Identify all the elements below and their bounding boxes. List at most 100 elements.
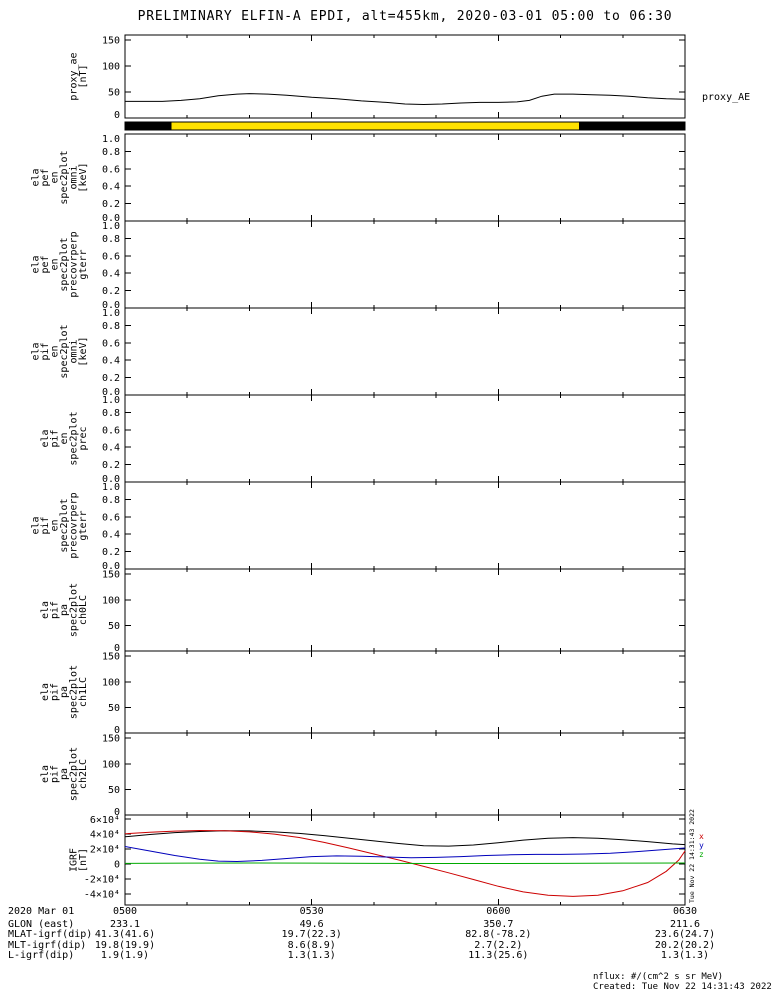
y-tick-label: 0.6 xyxy=(102,338,120,349)
y-tick-label: 100 xyxy=(102,677,120,688)
igrf-legend-x: x xyxy=(699,832,704,841)
panel-ylabel-line: precovrperp xyxy=(69,492,80,558)
y-tick-label: 0.2 xyxy=(102,286,120,297)
panel-ylabel-line: spec2plot xyxy=(59,324,70,378)
panel-ylabel-line: en xyxy=(59,432,70,444)
panel-ylabel-line: spec2plot xyxy=(69,665,80,719)
panel-ylabel-line: pa xyxy=(59,604,70,616)
y-tick-label: 0.4 xyxy=(102,182,120,193)
panel-ylabel-line: ela xyxy=(40,683,51,701)
y-tick-label: 0.4 xyxy=(102,269,120,280)
y-tick-label: 0.8 xyxy=(102,147,120,158)
panel-frame-ela_pef_en_omni xyxy=(124,133,686,222)
panel-frame-proxy_ae xyxy=(124,34,686,119)
panel-frame-ela_pef_en_precovrperp xyxy=(124,220,686,309)
panel-ylabel-line: pif xyxy=(50,601,61,619)
status-bar-outline xyxy=(124,121,686,131)
y-tick-label: 0.6 xyxy=(102,425,120,436)
y-tick-label: 0.8 xyxy=(102,321,120,332)
y-tick-label: 0 xyxy=(114,643,120,654)
series-proxy_AE xyxy=(125,93,686,106)
panel-ylabel-line: pef xyxy=(40,168,51,186)
panel-ylabel-line: gterr xyxy=(78,249,89,279)
proxy-ae-right-label: proxy_AE xyxy=(702,92,751,103)
y-tick-label: 0.2 xyxy=(102,547,120,558)
panel-ylabel-line: ela xyxy=(31,168,42,186)
series-igrf_bt xyxy=(124,830,686,847)
panel-ylabel-line: omni xyxy=(69,339,80,363)
y-tick-label: 50 xyxy=(108,88,120,99)
y-tick-label: 0.8 xyxy=(102,495,120,506)
y-tick-label: 150 xyxy=(102,734,120,745)
panel-ylabel-line: ela xyxy=(31,516,42,534)
y-tick-label: 50 xyxy=(108,785,120,796)
panel-ylabel-line: spec2plot xyxy=(59,150,70,204)
y-tick-label: -4×10⁴ xyxy=(84,889,120,900)
panel-frame-ela_pif_pa_ch2LC xyxy=(124,732,686,816)
y-tick-label: 0.0 xyxy=(102,387,120,398)
panel-ylabel-line: en xyxy=(50,258,61,270)
y-tick-label: 0.0 xyxy=(102,213,120,224)
y-tick-label: 0.2 xyxy=(102,199,120,210)
panel-ylabel-line: [keV] xyxy=(78,162,89,192)
y-tick-label: 0.4 xyxy=(102,356,120,367)
y-tick-label: 2×10⁴ xyxy=(90,844,120,855)
y-tick-label: 0 xyxy=(114,859,120,870)
y-tick-label: 1.0 xyxy=(102,134,120,145)
panel-ylabel-line: gterr xyxy=(78,510,89,540)
y-tick-label: 50 xyxy=(108,621,120,632)
y-tick-label: 0.0 xyxy=(102,561,120,572)
panel-ylabel-line: pa xyxy=(59,768,70,780)
panel-ylabel-line: [nT] xyxy=(78,64,89,88)
panel-ylabel-line: pif xyxy=(40,516,51,534)
panel-ylabel-line: pif xyxy=(50,683,61,701)
y-tick-label: 0.6 xyxy=(102,164,120,175)
series-igrf_x xyxy=(124,829,686,897)
y-tick-label: 0 xyxy=(114,110,120,121)
y-tick-label: 4×10⁴ xyxy=(90,829,120,840)
y-tick-label: 150 xyxy=(102,570,120,581)
panel-frame-ela_pif_en_precovrperp xyxy=(124,481,686,570)
y-tick-label: 0.8 xyxy=(102,234,120,245)
y-tick-label: 150 xyxy=(102,652,120,663)
y-tick-label: 6×10⁴ xyxy=(90,815,120,826)
panel-ylabel-line: en xyxy=(50,171,61,183)
series-igrf_y xyxy=(124,846,686,863)
status-bar-segment xyxy=(125,122,172,130)
panel-frame-ela_pif_en_prec xyxy=(124,394,686,483)
panel-ylabel-line: spec2plot xyxy=(69,747,80,801)
y-tick-label: 150 xyxy=(102,36,120,47)
y-tick-label: 0.0 xyxy=(102,300,120,311)
y-tick-label: 100 xyxy=(102,595,120,606)
panel-ylabel-line: prec xyxy=(78,426,89,450)
panel-ylabel-line: pa xyxy=(59,686,70,698)
panel-ylabel-line: spec2plot xyxy=(69,411,80,465)
side-timestamp: Tue Nov 22 14:31:43 2022 xyxy=(688,809,696,903)
y-tick-label: 0.8 xyxy=(102,408,120,419)
y-tick-label: 100 xyxy=(102,759,120,770)
panel-frame-ela_pif_en_omni xyxy=(124,307,686,396)
panel-ylabel-line: spec2plot xyxy=(69,583,80,637)
created-label: Created: Tue Nov 22 14:31:43 2022 xyxy=(593,982,772,992)
status-bar-segment xyxy=(171,122,580,130)
panel-ylabel-line: spec2plot xyxy=(59,237,70,291)
panel-frame-igrf xyxy=(124,814,686,906)
panel-ylabel-line: ch2LC xyxy=(78,759,89,789)
panel-ylabel-line: pif xyxy=(40,342,51,360)
panel-ylabel-line: [nT] xyxy=(78,848,89,872)
panel-ylabel-line: spec2plot xyxy=(59,498,70,552)
y-tick-label: 0.2 xyxy=(102,373,120,384)
y-tick-label: 1.0 xyxy=(102,308,120,319)
y-tick-label: 100 xyxy=(102,62,120,73)
igrf-legend-z: z xyxy=(699,850,704,859)
y-tick-label: 1.0 xyxy=(102,482,120,493)
y-tick-label: 50 xyxy=(108,703,120,714)
panel-ylabel-line: proxy_ae xyxy=(69,52,80,100)
panel-ylabel-line: pif xyxy=(50,765,61,783)
panel-ylabel-line: en xyxy=(50,519,61,531)
panel-frame-ela_pif_pa_ch1LC xyxy=(124,650,686,734)
y-tick-label: 0.2 xyxy=(102,460,120,471)
y-tick-label: 1.0 xyxy=(102,221,120,232)
